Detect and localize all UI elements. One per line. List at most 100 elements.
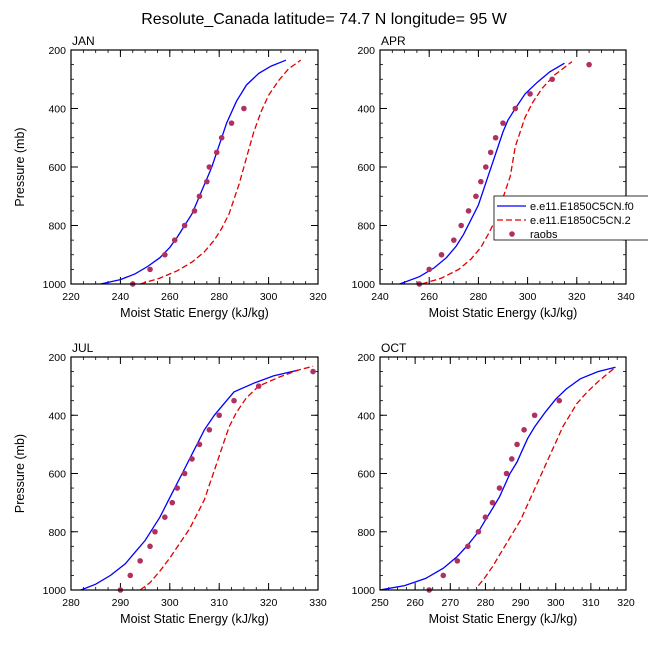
model-2-line xyxy=(421,61,573,285)
x-tick-label: 280 xyxy=(62,597,80,609)
x-tick-label: 300 xyxy=(260,291,278,303)
legend-label: raobs xyxy=(530,229,558,241)
x-axis-label: Moist Static Energy (kJ/kg) xyxy=(429,306,578,320)
raob-point xyxy=(174,485,181,491)
x-tick-label: 310 xyxy=(582,597,600,609)
raob-point xyxy=(482,514,489,520)
raob-point xyxy=(127,572,134,579)
raob-point xyxy=(213,149,220,156)
raob-point xyxy=(454,558,461,564)
x-tick-label: 300 xyxy=(161,597,179,609)
raob-point xyxy=(478,178,484,185)
legend-label: e.e11.E1850C5CN.f0 xyxy=(530,201,634,213)
plot-frame xyxy=(70,49,319,285)
raob-point xyxy=(451,237,457,243)
panel-title: JAN xyxy=(72,34,95,48)
raob-point xyxy=(162,514,168,520)
raob-point xyxy=(196,441,203,448)
raob-point xyxy=(147,543,153,550)
panel-jan: JAN 220 240 260 280 300 320 200 400 600 800 1000 Moi… xyxy=(13,34,327,320)
panel-title: JUL xyxy=(72,341,94,355)
raob-point xyxy=(473,193,479,200)
panel-oct: OCT 250 260 270 280 290 300 310 320 200 400 600 800 1… xyxy=(352,341,635,626)
raob-point xyxy=(465,208,472,214)
x-tick-label: 310 xyxy=(210,597,228,609)
y-tick-label: 600 xyxy=(48,469,66,481)
raob-point xyxy=(492,134,499,141)
model-f0-line xyxy=(100,59,287,285)
model-f0-line xyxy=(80,369,299,591)
panel-apr: APR 240 260 280 300 320 340 200 400 600 800 1000 Moi… xyxy=(352,34,635,320)
legend-marker-dot xyxy=(509,231,515,237)
raob-point xyxy=(586,61,592,68)
x-tick-label: 280 xyxy=(210,291,228,303)
x-tick-label: 280 xyxy=(477,597,495,609)
raob-point xyxy=(152,528,158,535)
raob-point xyxy=(556,397,563,404)
raob-point xyxy=(514,441,520,448)
x-tick-label: 290 xyxy=(112,597,130,609)
y-tick-label: 200 xyxy=(357,45,375,57)
y-tick-label: 400 xyxy=(357,410,375,422)
y-tick-label: 1000 xyxy=(43,585,67,597)
legend-label: e.e11.E1850C5CN.2 xyxy=(530,215,631,227)
x-tick-label: 300 xyxy=(519,291,537,303)
raob-point xyxy=(531,412,538,419)
x-tick-label: 240 xyxy=(371,291,389,303)
raob-point xyxy=(440,572,447,579)
x-tick-label: 320 xyxy=(568,291,586,303)
panel-title: OCT xyxy=(381,341,407,355)
raob-point xyxy=(500,120,506,126)
x-tick-label: 330 xyxy=(309,597,327,609)
y-tick-label: 1000 xyxy=(352,279,376,291)
x-tick-label: 260 xyxy=(420,291,438,303)
raob-point xyxy=(206,427,213,433)
y-tick-label: 600 xyxy=(48,162,66,174)
x-tick-label: 270 xyxy=(442,597,460,609)
raob-point xyxy=(189,456,195,462)
raob-point xyxy=(487,149,494,156)
raob-point xyxy=(438,251,445,258)
y-tick-label: 200 xyxy=(48,352,66,364)
y-tick-label: 800 xyxy=(357,221,375,233)
legend: e.e11.E1850C5CN.f0 e.e11.E1850C5CN.2 raobs xyxy=(493,195,648,241)
raob-point xyxy=(465,543,471,550)
plot-frame xyxy=(379,49,627,285)
y-tick-label: 200 xyxy=(48,45,66,57)
y-tick-label: 800 xyxy=(48,527,66,539)
figure-title: Resolute_Canada latitude= 74.7 N longitu… xyxy=(141,11,507,28)
x-tick-label: 320 xyxy=(260,597,278,609)
raob-point xyxy=(489,499,496,506)
x-axis-label: Moist Static Energy (kJ/kg) xyxy=(120,612,269,626)
x-tick-label: 260 xyxy=(161,291,179,303)
x-tick-label: 220 xyxy=(62,291,80,303)
x-tick-label: 280 xyxy=(470,291,488,303)
model-f0-line xyxy=(399,62,565,285)
raob-point xyxy=(255,383,262,389)
raob-point xyxy=(482,164,489,170)
x-axis-label: Moist Static Energy (kJ/kg) xyxy=(429,612,578,626)
raob-point xyxy=(204,178,210,185)
raob-point xyxy=(512,105,519,112)
y-tick-label: 200 xyxy=(357,352,375,364)
legend-box xyxy=(493,195,648,241)
raob-point xyxy=(228,120,235,126)
raob-point xyxy=(503,470,510,477)
raob-point xyxy=(521,427,527,433)
raob-point xyxy=(508,456,515,462)
raob-point xyxy=(181,222,188,229)
raob-point xyxy=(206,164,213,170)
y-tick-label: 800 xyxy=(357,527,375,539)
y-tick-label: 400 xyxy=(48,104,66,116)
y-axis-label: Pressure (mb) xyxy=(13,434,27,513)
raob-point xyxy=(218,134,225,141)
raob-point xyxy=(496,485,503,491)
y-axis-label: Pressure (mb) xyxy=(13,127,27,206)
y-tick-label: 600 xyxy=(357,469,375,481)
plot-frame xyxy=(70,356,319,591)
raob-point xyxy=(527,91,533,97)
raob-point xyxy=(310,368,316,375)
x-axis-label: Moist Static Energy (kJ/kg) xyxy=(120,306,269,320)
y-tick-label: 1000 xyxy=(352,585,376,597)
